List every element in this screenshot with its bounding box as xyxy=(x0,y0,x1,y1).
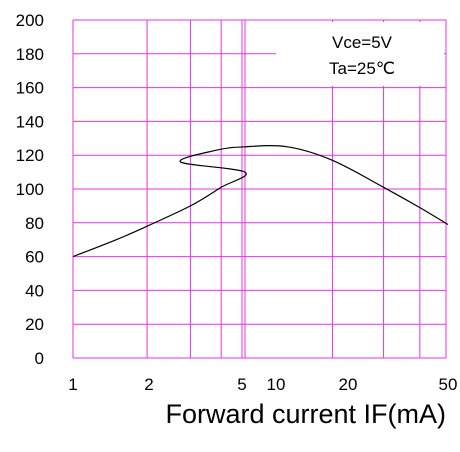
y-tick-label: 180 xyxy=(16,45,44,64)
legend-mask xyxy=(276,22,444,86)
x-tick-label: 20 xyxy=(339,375,358,394)
y-tick-label: 160 xyxy=(16,79,44,98)
x-axis-label: Forward current IF(mA) xyxy=(165,399,446,429)
grid xyxy=(72,19,447,359)
legend-vce: Vce=5V xyxy=(332,33,393,52)
x-tick-label: 10 xyxy=(267,375,286,394)
y-tick-label: 100 xyxy=(16,180,44,199)
y-tick-label: 140 xyxy=(16,112,44,131)
y-tick-label: 120 xyxy=(16,146,44,165)
y-tick-label: 200 xyxy=(16,11,44,30)
chart: Vce=5V Ta=25℃ 02040608010012014016018020… xyxy=(16,11,458,394)
x-tick-label: 2 xyxy=(144,375,153,394)
y-tick-label: 60 xyxy=(25,248,44,267)
series xyxy=(72,145,449,258)
x-tick-label: 5 xyxy=(237,375,246,394)
y-tick-label: 20 xyxy=(25,315,44,334)
x-tick-label: 50 xyxy=(439,375,458,394)
series-line xyxy=(72,145,449,258)
y-tick-label: 40 xyxy=(25,281,44,300)
y-tick-label: 0 xyxy=(35,349,44,368)
legend-ta: Ta=25℃ xyxy=(329,59,395,78)
legend: Vce=5V Ta=25℃ xyxy=(276,22,444,86)
y-tick-label: 80 xyxy=(25,214,44,233)
tick-labels: 0 20 40 60 80 100 120 140 160 180 200 1 2 5 10 20 50 xyxy=(16,11,458,394)
x-tick-label: 1 xyxy=(68,375,77,394)
